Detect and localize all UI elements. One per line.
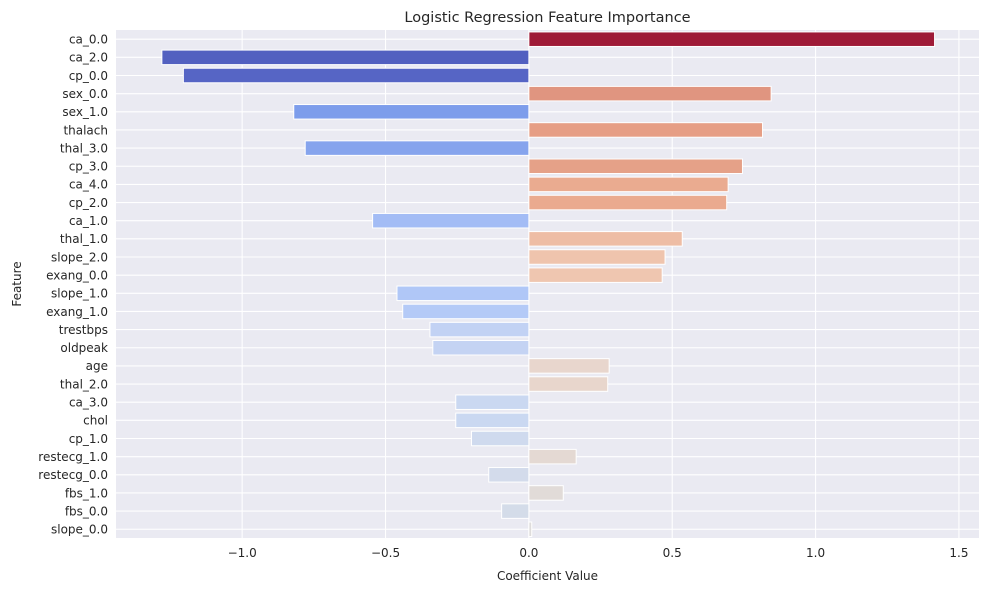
bar-thal-3-0 [304,140,530,156]
y-tick-label: trestbps [59,323,108,337]
chart-title: Logistic Regression Feature Importance [404,10,690,26]
y-tick-label: slope_2.0 [51,250,108,264]
x-tick-label: 1.5 [949,546,968,560]
y-tick-label: fbs_1.0 [65,486,108,500]
bar-restecg-0-0 [488,467,530,483]
y-tick-label: age [86,359,108,373]
y-tick-label: thal_1.0 [60,232,108,246]
y-tick-label: fbs_0.0 [65,504,108,518]
y-tick-label: cp_1.0 [69,432,108,446]
bar-trestbps [429,321,530,338]
bar-ca-3-0 [455,394,530,410]
y-tick-label: ca_2.0 [69,51,108,65]
x-tick-label: 0.5 [663,546,682,560]
y-tick-label: restecg_0.0 [38,468,108,482]
x-tick-label: −0.5 [371,546,400,560]
y-tick-label: slope_0.0 [51,523,108,537]
bar-slope-1-0 [396,285,530,302]
bar-exang-1-0 [402,303,530,320]
x-tick-label: 0.0 [519,546,538,560]
y-tick-label: oldpeak [60,341,108,355]
plot-area [116,30,979,538]
x-tick-labels: −1.0 −0.5 0.0 0.5 1.0 1.5 [228,546,969,560]
y-tick-label: thal_2.0 [60,377,108,391]
bar-thal-1-0 [528,231,683,247]
bar-slope-0-0 [528,521,533,538]
x-axis-label: Coefficient Value [497,569,598,583]
y-tick-label: ca_4.0 [69,178,108,192]
y-tick-label: exang_0.0 [46,268,108,282]
bar-sex-1-0 [293,104,530,120]
y-tick-label: ca_0.0 [69,33,108,47]
bar-ca-1-0 [372,212,530,229]
bar-fbs-0-0 [501,503,530,519]
bar-slope-2-0 [528,249,666,265]
y-tick-label: cp_3.0 [69,160,108,174]
bar-ca-0-0 [528,31,936,47]
bar-exang-0-0 [528,267,663,283]
bar-ca-2-0 [161,49,530,66]
bar-cp-2-0 [528,194,728,211]
y-tick-label: exang_1.0 [46,305,108,319]
bar-ca-4-0 [528,176,729,193]
y-tick-label: restecg_1.0 [38,450,108,464]
y-tick-label: slope_1.0 [51,287,108,301]
bar-age [528,358,610,374]
bar-sex-0-0 [528,85,772,102]
bar-fbs-1-0 [528,485,564,501]
y-axis-label: Feature [10,261,24,306]
y-tick-label: thal_3.0 [60,141,108,155]
bar-thalach [528,122,764,138]
bar-thal-2-0 [528,376,609,392]
bar-chol [455,412,530,429]
y-tick-label: thalach [63,123,108,137]
bars [161,31,936,538]
bar-oldpeak [432,339,530,356]
bar-restecg-1-0 [528,448,577,465]
y-tick-label: sex_0.0 [62,87,108,101]
y-tick-label: ca_1.0 [69,214,108,228]
y-tick-label: sex_1.0 [62,105,108,119]
y-tick-label: chol [83,414,108,428]
bar-cp-0-0 [182,67,530,84]
y-tick-label: ca_3.0 [69,396,108,410]
y-tick-label: cp_0.0 [69,69,108,83]
x-tick-label: 1.0 [806,546,825,560]
bar-cp-1-0 [471,430,530,447]
bar-cp-3-0 [528,158,743,175]
y-tick-label: cp_2.0 [69,196,108,210]
x-tick-label: −1.0 [228,546,257,560]
